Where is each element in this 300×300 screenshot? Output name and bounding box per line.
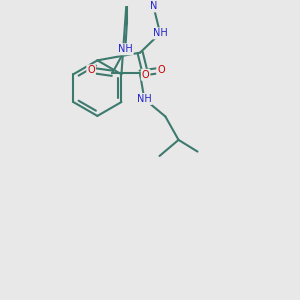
Text: NH: NH xyxy=(118,44,133,54)
Text: NH: NH xyxy=(137,94,152,104)
Text: O: O xyxy=(87,65,95,75)
Text: O: O xyxy=(157,65,165,75)
Text: O: O xyxy=(142,70,149,80)
Text: NH: NH xyxy=(153,28,167,38)
Text: N: N xyxy=(150,2,157,11)
